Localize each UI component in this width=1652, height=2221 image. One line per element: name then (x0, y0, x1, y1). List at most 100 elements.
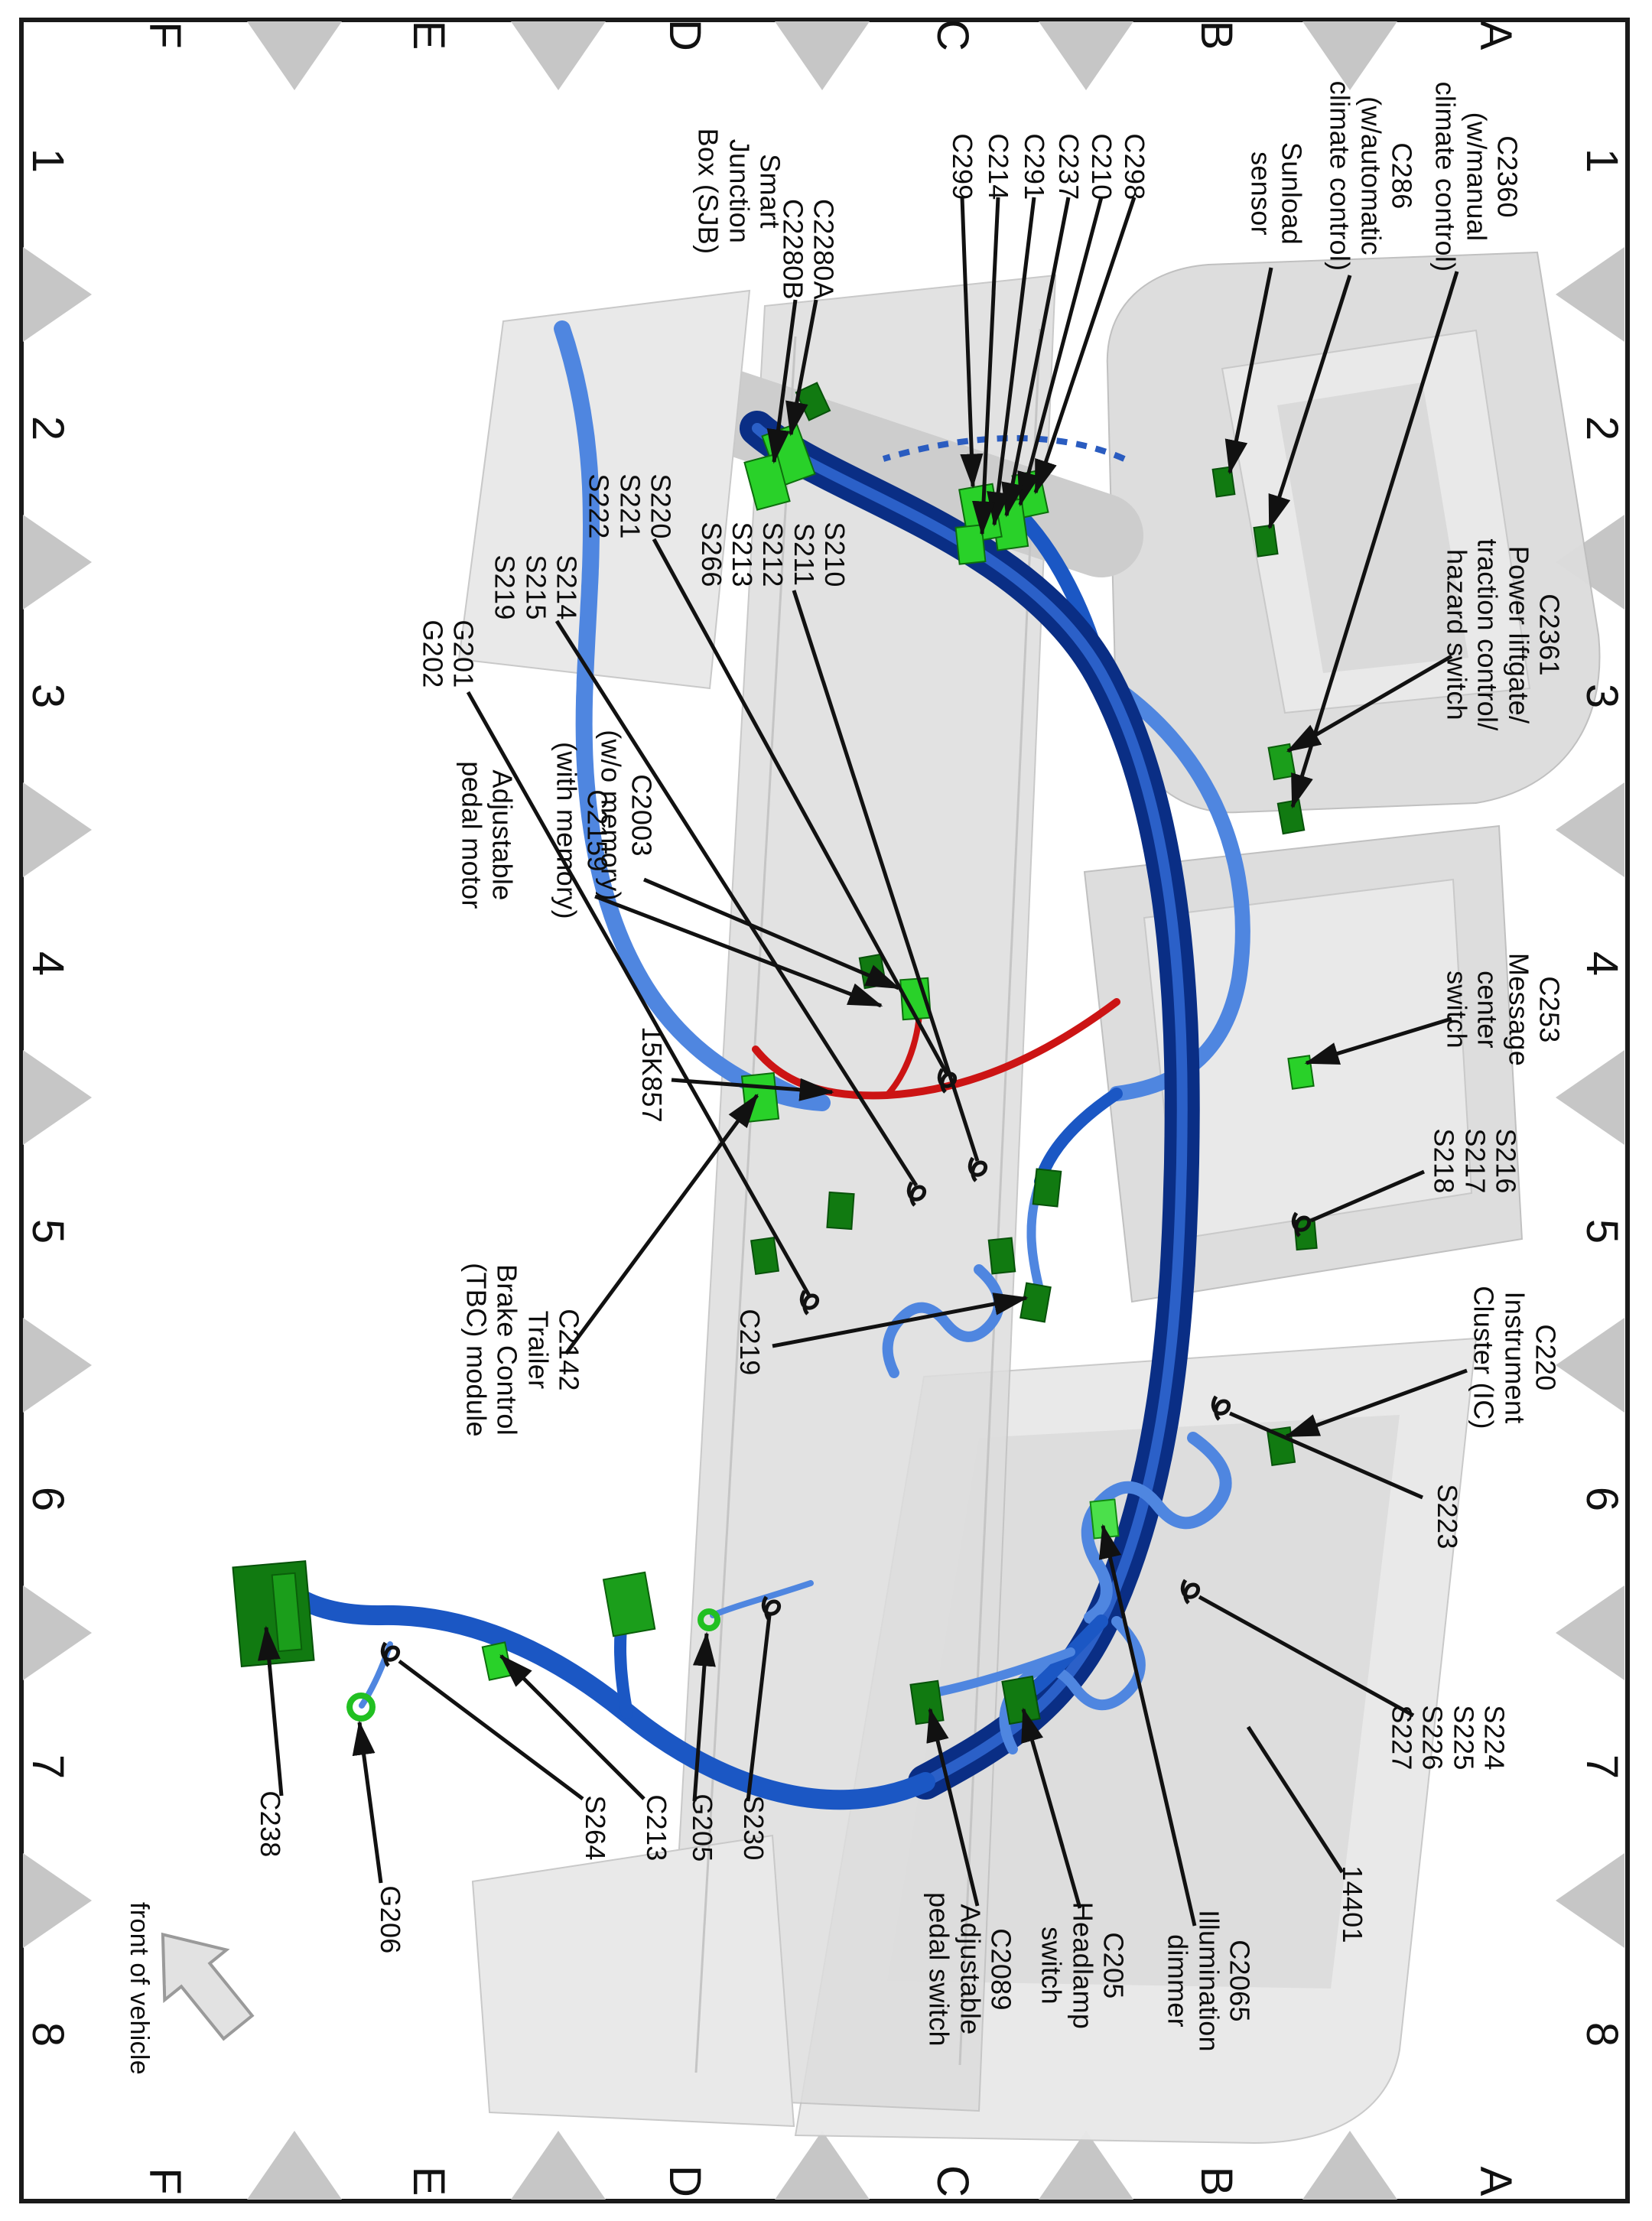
triangle-top (1556, 247, 1624, 342)
triangle-left (1302, 21, 1397, 90)
callout-c213: C213 (641, 1794, 673, 1862)
callout-c214: C214 (983, 133, 1015, 200)
callout-c286: C286 (w/automatic climate control) (1324, 80, 1418, 272)
callout-c220: C220 Instrument Cluster (IC) (1468, 1286, 1562, 1429)
leader-c253 (1304, 1016, 1452, 1065)
grid-letter-right-C: C (928, 2165, 977, 2197)
callout-s264: S264 (580, 1795, 612, 1861)
grid-number-bottom-6: 6 (23, 1486, 73, 1512)
grid-letter-right-B: B (1192, 2166, 1241, 2197)
harness-branch-mid (1034, 1088, 1123, 1188)
splice-clips (380, 1068, 1311, 1667)
triangle-bottom (23, 782, 92, 877)
grid-number-top-1: 1 (1577, 148, 1627, 174)
leader-c2065 (1098, 1523, 1197, 1927)
callout-c2142: C2142 Trailer Brake Control (TBC) module (460, 1263, 585, 1437)
callout-c298: C298 (1119, 133, 1151, 200)
ground-ring-g206 (346, 1693, 376, 1722)
callout-g205: G205 (687, 1793, 719, 1862)
triangle-top (1556, 1050, 1624, 1145)
callout-s220-s222: S220 S221 S222 (583, 473, 677, 539)
grid-number-top-5: 5 (1577, 1218, 1627, 1244)
front-of-vehicle-arrow-icon (161, 1932, 255, 2041)
grid-number-bottom-5: 5 (23, 1218, 73, 1244)
triangle-bottom (23, 247, 92, 342)
leader-s264 (398, 1660, 584, 1800)
leader-sunload (1224, 267, 1273, 475)
grid-number-top-4: 4 (1577, 951, 1627, 977)
leader-c286 (1267, 275, 1352, 530)
callout-c2280ab: C2280A C2280B (777, 199, 840, 300)
callout-c2089: C2089 Adjustable pedal switch (923, 1892, 1017, 2047)
triangle-bottom (23, 515, 92, 610)
grid-number-bottom-7: 7 (23, 1754, 73, 1780)
callout-c253: C253 Message center switch (1441, 952, 1566, 1067)
callout-adjustable-pedal-motor: Adjustable pedal motor (456, 761, 519, 909)
callout-c2065: C2065 Illumination dimmer (1162, 1910, 1256, 2052)
callout-14401: 14401 (1337, 1865, 1369, 1943)
callout-c205: C205 Headlamp switch (1036, 1901, 1130, 2030)
leader-c2361 (1286, 654, 1453, 753)
callout-s224-s227: S224 S225 S226 S227 (1386, 1705, 1511, 1771)
leader-c2089 (926, 1707, 980, 1907)
leader-c2280b (766, 299, 798, 464)
harness-branch-right (264, 1567, 935, 1810)
grid-triangles (23, 21, 1624, 2200)
callout-c291: C291 (1019, 133, 1051, 200)
leader-g205 (692, 1631, 716, 1802)
leader-c2159 (594, 894, 883, 1008)
callout-s214-s219: S214 S215 S219 (489, 554, 583, 620)
callout-sunload-sensor: Sunload sensor (1245, 141, 1308, 246)
triangle-left (1039, 21, 1133, 90)
leader-c237 (1001, 197, 1071, 518)
leader-c213 (499, 1654, 646, 1800)
leader-c220 (1284, 1368, 1468, 1439)
grid-number-top-6: 6 (1577, 1486, 1627, 1512)
leader-lines (257, 197, 1468, 1927)
leader-c2142 (564, 1093, 759, 1355)
grid-number-bottom-2: 2 (23, 415, 73, 441)
triangle-right (247, 2131, 342, 2200)
leader-g206 (352, 1720, 383, 1884)
triangle-bottom (23, 1050, 92, 1145)
callout-c2159: C2159 (with memory) (551, 742, 613, 919)
front-of-vehicle-label: front of vehicle (125, 1902, 154, 2075)
triangle-top (1556, 782, 1624, 877)
leader-c210 (1017, 197, 1104, 507)
leader-s230 (746, 1615, 772, 1802)
triangle-right (775, 2131, 870, 2200)
grid-number-top-3: 3 (1577, 683, 1627, 709)
grid-letter-left-C: C (928, 19, 977, 51)
leader-15k857 (671, 1078, 834, 1101)
wire-coil-1 (1081, 1432, 1232, 1624)
callout-c219: C219 (734, 1309, 766, 1376)
grid-letter-left-E: E (404, 20, 454, 50)
page-border (19, 18, 1630, 2203)
leader-s216 (1310, 1169, 1425, 1223)
callout-c237: C237 (1053, 133, 1085, 200)
triangle-top (1556, 1318, 1624, 1413)
grid-number-bottom-4: 4 (23, 951, 73, 977)
triangle-left (247, 21, 342, 90)
grid-letter-right-F: F (140, 2167, 190, 2195)
leader-c299 (960, 197, 984, 489)
triangle-left (775, 21, 870, 90)
callout-c299: C299 (947, 133, 979, 200)
leader-s210 (792, 590, 980, 1162)
leader-c2003 (643, 877, 901, 990)
callout-s216-s218: S216 S217 S218 (1428, 1128, 1522, 1194)
grid-number-top-8: 8 (1577, 2021, 1627, 2047)
callout-s223: S223 (1432, 1484, 1464, 1549)
leader-c219 (772, 1293, 1029, 1348)
triangle-right (1302, 2131, 1397, 2200)
callout-s210-s266: S210 S211 S212 S213 S266 (695, 522, 850, 587)
stub-c2089 (935, 1647, 1075, 1696)
hidden-wire-dashed (882, 434, 1126, 462)
grid-number-top-2: 2 (1577, 415, 1627, 441)
grid-number-bottom-1: 1 (23, 148, 73, 174)
triangle-top (1556, 1585, 1624, 1680)
red-wire-15k857 (752, 998, 1120, 1100)
ground-ring-g205 (698, 1608, 720, 1631)
